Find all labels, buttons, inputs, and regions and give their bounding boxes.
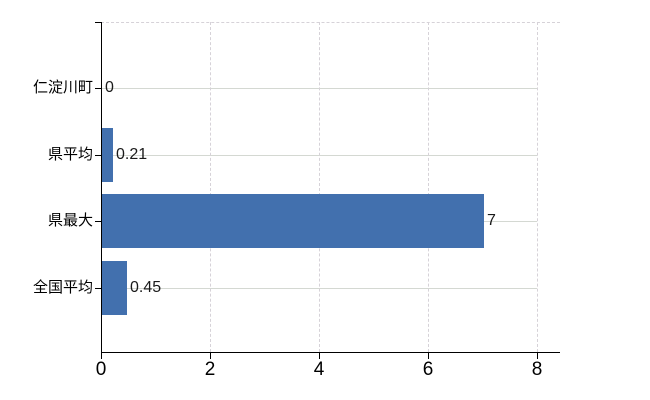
- x-axis-tick: [101, 353, 102, 359]
- x-axis-line: [101, 352, 560, 353]
- value-label: 0: [105, 79, 114, 96]
- category-label: 全国平均: [32, 279, 93, 296]
- value-label: 0.45: [130, 279, 162, 296]
- category-label: 県最大: [47, 212, 93, 229]
- x-axis-tick: [319, 353, 320, 359]
- x-axis-tick: [428, 353, 429, 359]
- x-tick-label: 0: [95, 359, 107, 380]
- category-label: 県平均: [47, 146, 93, 163]
- value-gridline: [210, 22, 211, 352]
- x-tick-label: 2: [204, 359, 216, 380]
- chart-bar: [102, 128, 113, 182]
- plot-top-border: [101, 22, 560, 23]
- y-axis-line: [101, 22, 102, 353]
- category-tick: [95, 88, 101, 89]
- x-axis-tick: [210, 353, 211, 359]
- category-tick: [95, 288, 101, 289]
- x-tick-label: 6: [422, 359, 434, 380]
- category-tick: [95, 221, 101, 222]
- category-label: 仁淀川町: [32, 79, 93, 96]
- value-gridline: [537, 22, 538, 352]
- x-tick-label: 8: [531, 359, 543, 380]
- x-axis-tick: [537, 353, 538, 359]
- chart-bar: [102, 194, 484, 248]
- value-label: 7: [487, 212, 496, 229]
- chart-bar: [102, 261, 127, 315]
- value-gridline: [428, 22, 429, 352]
- category-tick: [95, 155, 101, 156]
- value-gridline: [319, 22, 320, 352]
- value-label: 0.21: [116, 146, 148, 163]
- y-axis-top-tick: [95, 22, 101, 23]
- x-tick-label: 4: [313, 359, 325, 380]
